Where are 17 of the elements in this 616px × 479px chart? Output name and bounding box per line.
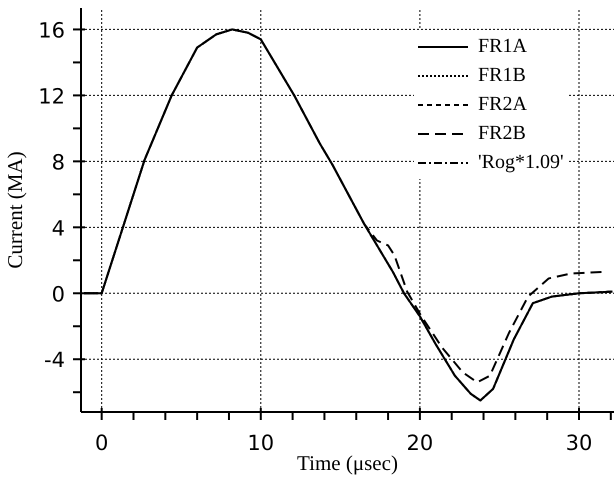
x-axis-title: Time (μsec) xyxy=(297,451,398,475)
y-tick-label: 0 xyxy=(52,282,65,306)
x-tick-label: 20 xyxy=(406,431,434,455)
legend-label: FR1B xyxy=(478,64,526,87)
legend-label: FR2B xyxy=(478,122,526,145)
y-tick-label: 16 xyxy=(38,18,65,42)
y-axis-title: Current (MA) xyxy=(3,151,27,269)
x-tick-label: 30 xyxy=(566,431,592,455)
y-tick-label: 12 xyxy=(38,84,65,108)
y-tick-label: -4 xyxy=(44,348,65,372)
y-tick-label: 4 xyxy=(52,216,65,240)
legend-label: FR2A xyxy=(478,93,527,116)
y-tick-label: 8 xyxy=(52,150,65,174)
x-tick-label: 10 xyxy=(247,431,274,455)
x-tick-label: 0 xyxy=(94,431,108,455)
legend-label: FR1A xyxy=(478,35,527,58)
legend-label: 'Rog*1.09' xyxy=(478,151,564,174)
